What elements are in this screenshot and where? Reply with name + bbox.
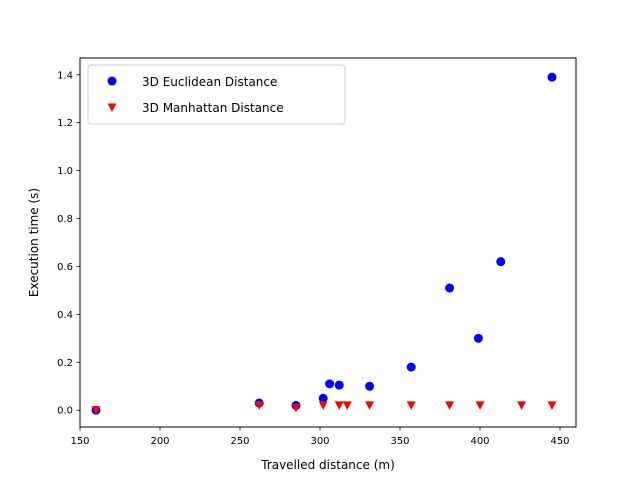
x-tick-label: 400 xyxy=(470,436,489,447)
y-tick-label: 0.8 xyxy=(57,214,73,225)
manhattan-point xyxy=(547,401,557,410)
y-axis-label: Execution time (s) xyxy=(27,188,41,297)
legend-box xyxy=(87,64,346,125)
manhattan-point xyxy=(318,401,328,410)
legend-label-euclidean: 3D Euclidean Distance xyxy=(142,75,277,89)
euclidean-point xyxy=(406,362,416,372)
y-tick-label: 0.6 xyxy=(57,262,73,273)
legend-label-manhattan: 3D Manhattan Distance xyxy=(142,101,284,115)
legend: 3D Euclidean Distance 3D Manhattan Dista… xyxy=(87,64,346,125)
x-tick-label: 450 xyxy=(550,436,569,447)
manhattan-point xyxy=(342,401,352,410)
y-tick-label: 0.4 xyxy=(57,310,73,321)
manhattan-point xyxy=(517,401,527,410)
y-tick-label: 1.4 xyxy=(57,70,73,81)
euclidean-point xyxy=(547,72,557,82)
manhattan-point xyxy=(334,401,344,410)
y-tick-label: 1.0 xyxy=(57,166,73,177)
euclidean-point xyxy=(334,380,344,390)
plot-frame xyxy=(79,57,577,428)
y-tick-label: 1.2 xyxy=(57,118,73,129)
euclidean-point xyxy=(365,381,375,391)
y-tick-label: 0.0 xyxy=(57,406,73,417)
data-marks xyxy=(91,72,557,415)
euclidean-point xyxy=(445,283,455,293)
manhattan-point xyxy=(291,403,301,413)
manhattan-point xyxy=(365,401,375,410)
euclidean-point xyxy=(496,257,506,267)
euclidean-point xyxy=(318,393,328,403)
x-tick-label: 250 xyxy=(230,436,249,447)
x-tick-label: 200 xyxy=(150,436,169,447)
x-tick-label: 150 xyxy=(70,436,89,447)
manhattan-point xyxy=(406,401,416,410)
x-tick-label: 350 xyxy=(390,436,409,447)
x-axis-ticks: 150 200 250 300 350 400 450 xyxy=(70,427,570,447)
x-tick-label: 300 xyxy=(310,436,329,447)
manhattan-point xyxy=(91,406,101,415)
euclidean-point xyxy=(473,333,483,343)
x-axis-label: Travelled distance (m) xyxy=(260,458,395,472)
euclidean-point xyxy=(325,379,335,389)
legend-marker-euclidean xyxy=(107,76,117,86)
y-axis-ticks: 0.0 0.2 0.4 0.6 0.8 1.0 1.2 1.4 xyxy=(57,70,80,417)
y-tick-label: 0.2 xyxy=(57,358,73,369)
manhattan-point xyxy=(254,401,264,410)
legend-marker-manhattan xyxy=(107,103,117,112)
manhattan-point xyxy=(475,401,485,410)
manhattan-point xyxy=(445,401,455,410)
